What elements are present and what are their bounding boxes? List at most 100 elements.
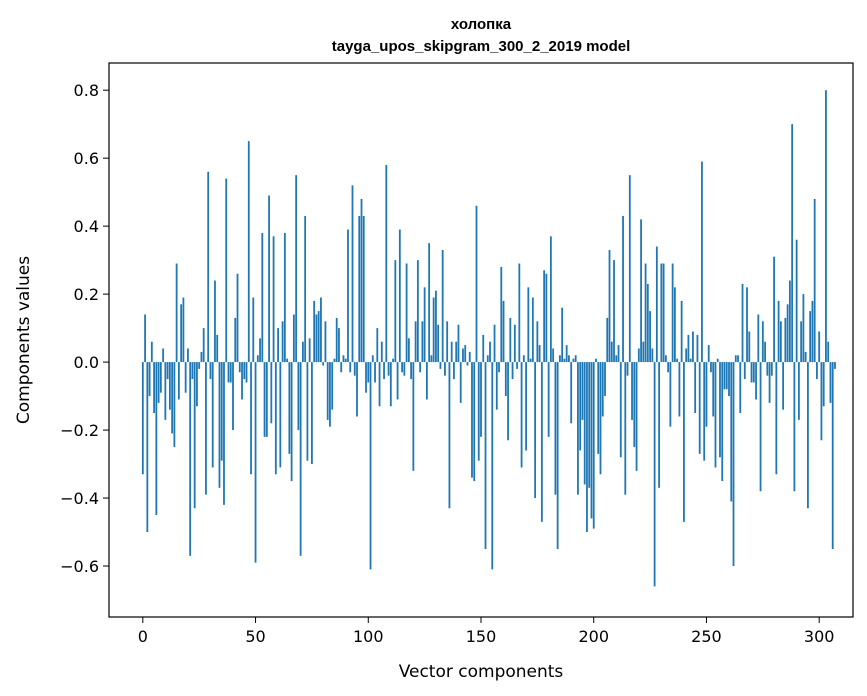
bar xyxy=(714,362,717,468)
bar xyxy=(520,362,523,468)
bar xyxy=(371,355,374,363)
bar xyxy=(813,198,816,363)
bar xyxy=(480,362,482,437)
bar xyxy=(146,362,149,533)
bar xyxy=(719,362,721,458)
bar xyxy=(622,215,624,363)
y-tick-label: 0.2 xyxy=(74,285,99,304)
bar xyxy=(351,185,354,363)
bar xyxy=(595,358,597,363)
bar xyxy=(649,311,651,363)
bar xyxy=(428,243,431,363)
bar xyxy=(739,362,742,414)
bar xyxy=(299,362,302,556)
bar xyxy=(304,215,307,363)
bar xyxy=(360,198,363,363)
bar xyxy=(331,362,334,410)
bar xyxy=(658,362,661,488)
bar xyxy=(752,362,755,383)
bar xyxy=(340,362,343,373)
bar xyxy=(301,341,304,363)
y-tick-label: −0.2 xyxy=(60,421,99,440)
bar xyxy=(468,351,471,363)
bar xyxy=(687,334,690,363)
y-tick-label: 0.6 xyxy=(74,149,99,168)
bar xyxy=(522,355,525,363)
bar xyxy=(646,283,649,363)
bar xyxy=(712,362,715,417)
bar xyxy=(261,232,264,363)
bar xyxy=(227,362,230,383)
bar xyxy=(292,314,295,363)
x-tick-label: 200 xyxy=(578,627,609,646)
bar xyxy=(766,362,769,376)
bar xyxy=(265,362,268,437)
bar xyxy=(525,362,527,451)
bar xyxy=(779,321,782,363)
bar xyxy=(725,362,728,390)
bar xyxy=(369,362,372,570)
bar xyxy=(797,362,800,420)
bar xyxy=(651,348,654,363)
bar xyxy=(516,362,518,369)
bar xyxy=(538,345,541,363)
bar xyxy=(637,348,640,363)
bar xyxy=(572,358,575,363)
bar xyxy=(617,345,620,363)
bar xyxy=(500,266,503,363)
bar xyxy=(333,358,336,363)
bar xyxy=(455,341,458,363)
bar xyxy=(816,362,818,380)
bar xyxy=(365,362,367,393)
bar xyxy=(741,283,744,363)
bar xyxy=(599,362,602,475)
bar xyxy=(777,300,780,363)
y-tick-label: −0.4 xyxy=(60,489,99,508)
bar xyxy=(392,358,394,363)
bar xyxy=(173,362,176,448)
bar xyxy=(295,175,298,363)
bar xyxy=(378,362,381,407)
bar xyxy=(205,362,207,495)
bar xyxy=(793,362,796,492)
bar xyxy=(148,362,151,397)
bar xyxy=(175,263,178,363)
bar xyxy=(376,328,379,363)
bar xyxy=(168,362,171,410)
bar xyxy=(536,321,539,363)
bar xyxy=(644,263,647,363)
bar xyxy=(507,362,509,441)
bar xyxy=(653,362,656,587)
bar xyxy=(270,362,273,424)
bar xyxy=(453,362,455,380)
bar xyxy=(807,362,809,509)
bar xyxy=(590,362,593,519)
bar xyxy=(491,362,494,570)
bar xyxy=(313,300,316,363)
bar xyxy=(450,341,453,363)
bars-group xyxy=(141,90,836,587)
bar xyxy=(750,362,753,383)
bar xyxy=(601,362,604,417)
bar xyxy=(552,348,555,363)
bar xyxy=(344,358,347,363)
bar xyxy=(448,362,451,509)
x-tick-label: 100 xyxy=(353,627,384,646)
bar xyxy=(306,362,309,461)
bar xyxy=(655,246,658,363)
bar xyxy=(511,362,514,380)
bar xyxy=(247,141,250,363)
bar xyxy=(509,317,512,363)
bar xyxy=(423,287,426,363)
bar xyxy=(689,358,692,363)
bar xyxy=(252,297,255,363)
bar xyxy=(387,362,390,376)
bar xyxy=(583,362,586,485)
bar xyxy=(504,362,507,397)
bar xyxy=(518,263,521,363)
bar xyxy=(286,358,289,363)
bar xyxy=(559,355,561,363)
bar xyxy=(671,263,674,363)
bar xyxy=(527,287,530,363)
bar xyxy=(263,362,266,437)
